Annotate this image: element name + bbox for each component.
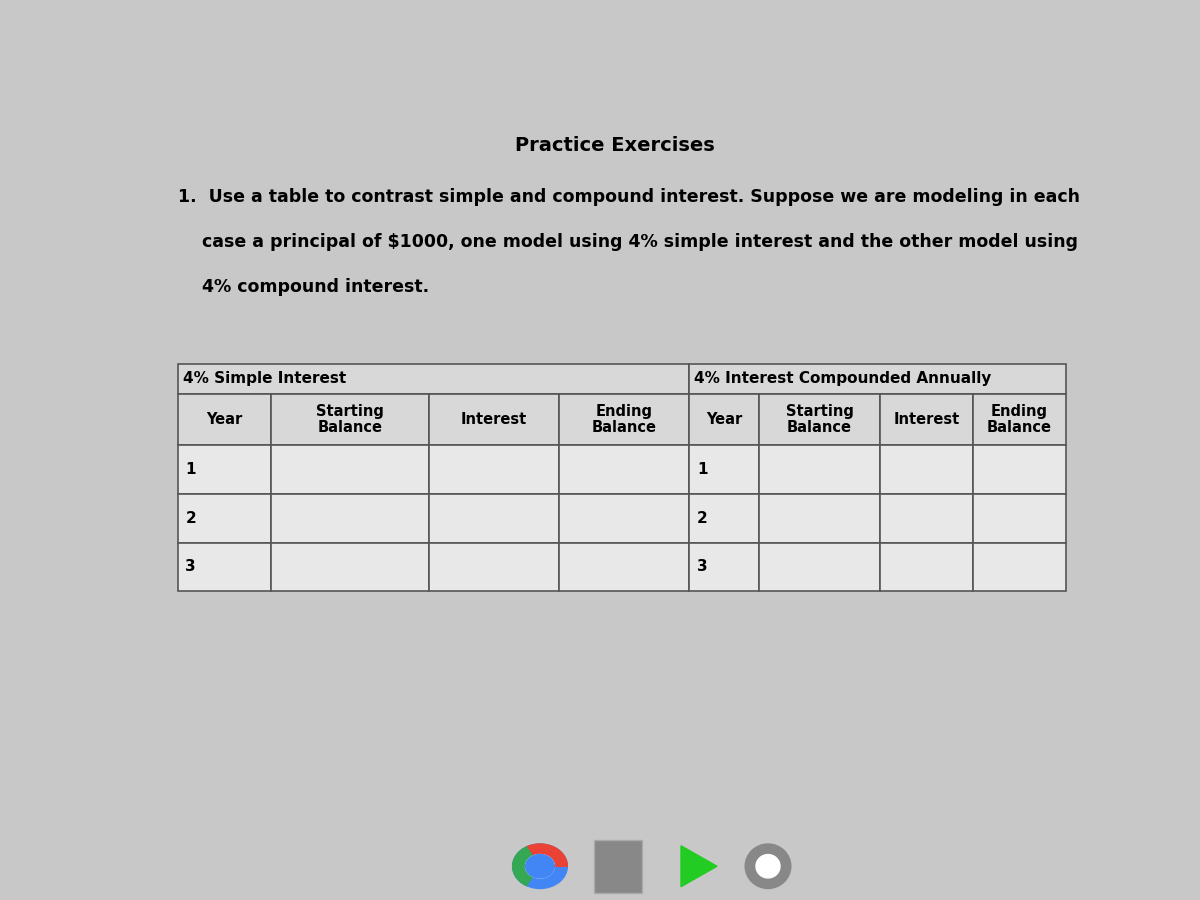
FancyBboxPatch shape [760, 543, 880, 591]
FancyBboxPatch shape [178, 393, 271, 446]
Text: Balance: Balance [592, 420, 656, 436]
Text: Practice Exercises: Practice Exercises [515, 136, 715, 155]
Text: Balance: Balance [318, 420, 383, 436]
Text: 4% compound interest.: 4% compound interest. [178, 278, 430, 296]
Text: Interest: Interest [461, 412, 527, 427]
Text: Ending: Ending [595, 404, 653, 419]
FancyBboxPatch shape [880, 393, 973, 446]
FancyBboxPatch shape [271, 393, 430, 446]
FancyBboxPatch shape [973, 446, 1066, 494]
FancyBboxPatch shape [594, 840, 642, 893]
Text: 1: 1 [185, 463, 196, 477]
FancyBboxPatch shape [760, 393, 880, 446]
Text: 3: 3 [697, 559, 708, 574]
FancyBboxPatch shape [430, 494, 559, 543]
FancyBboxPatch shape [689, 446, 760, 494]
Wedge shape [512, 847, 540, 886]
Text: Starting: Starting [786, 404, 853, 419]
FancyBboxPatch shape [760, 446, 880, 494]
Circle shape [756, 855, 780, 878]
Wedge shape [527, 844, 568, 866]
Text: Balance: Balance [787, 420, 852, 436]
FancyBboxPatch shape [271, 446, 430, 494]
FancyBboxPatch shape [178, 543, 271, 591]
Circle shape [512, 844, 568, 888]
Circle shape [745, 844, 791, 888]
Text: Balance: Balance [988, 420, 1052, 436]
FancyBboxPatch shape [880, 446, 973, 494]
FancyBboxPatch shape [689, 364, 1066, 393]
FancyBboxPatch shape [973, 543, 1066, 591]
FancyBboxPatch shape [430, 446, 559, 494]
FancyBboxPatch shape [973, 393, 1066, 446]
FancyBboxPatch shape [973, 494, 1066, 543]
Text: 2: 2 [185, 511, 196, 526]
Text: 1.  Use a table to contrast simple and compound interest. Suppose we are modelin: 1. Use a table to contrast simple and co… [178, 188, 1080, 206]
FancyBboxPatch shape [559, 543, 690, 591]
Text: 4% Simple Interest: 4% Simple Interest [182, 372, 346, 386]
FancyBboxPatch shape [430, 543, 559, 591]
FancyBboxPatch shape [559, 446, 690, 494]
FancyBboxPatch shape [178, 364, 690, 393]
Text: 1: 1 [697, 463, 707, 477]
Text: Interest: Interest [894, 412, 960, 427]
FancyBboxPatch shape [178, 494, 271, 543]
Text: case a principal of $1000, one model using 4% simple interest and the other mode: case a principal of $1000, one model usi… [178, 233, 1078, 251]
FancyBboxPatch shape [880, 494, 973, 543]
Polygon shape [682, 846, 718, 886]
FancyBboxPatch shape [178, 446, 271, 494]
Circle shape [526, 855, 554, 878]
Text: Ending: Ending [991, 404, 1048, 419]
FancyBboxPatch shape [689, 393, 760, 446]
FancyBboxPatch shape [760, 494, 880, 543]
FancyBboxPatch shape [689, 543, 760, 591]
FancyBboxPatch shape [430, 393, 559, 446]
Text: Starting: Starting [316, 404, 384, 419]
Text: Year: Year [706, 412, 743, 427]
FancyBboxPatch shape [559, 494, 690, 543]
FancyBboxPatch shape [271, 494, 430, 543]
Text: 2: 2 [697, 511, 708, 526]
FancyBboxPatch shape [880, 543, 973, 591]
Text: 4% Interest Compounded Annually: 4% Interest Compounded Annually [694, 372, 991, 386]
FancyBboxPatch shape [271, 543, 430, 591]
Text: 3: 3 [185, 559, 196, 574]
FancyBboxPatch shape [559, 393, 690, 446]
Text: Year: Year [206, 412, 242, 427]
Circle shape [526, 855, 554, 878]
FancyBboxPatch shape [689, 494, 760, 543]
